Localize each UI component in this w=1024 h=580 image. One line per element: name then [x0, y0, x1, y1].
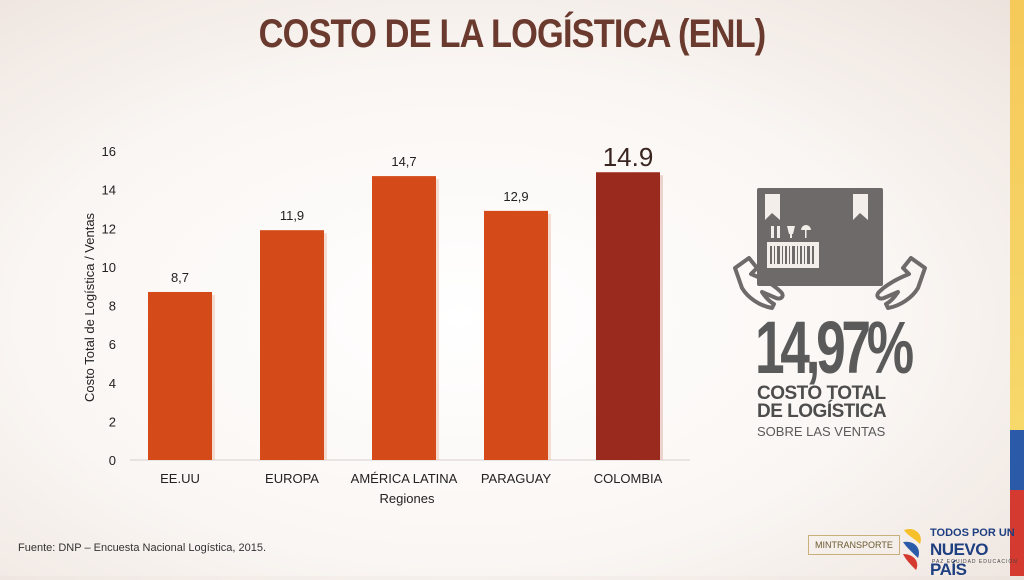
infographic-line-1: COSTO TOTAL — [757, 383, 886, 404]
bar — [148, 291, 212, 460]
infographic-line-2: DE LOGÍSTICA — [757, 401, 887, 422]
data-label: 12,9 — [503, 189, 528, 204]
brand-stripe-yellow — [1010, 0, 1024, 430]
data-label: 11,9 — [280, 208, 304, 223]
data-label: 8,7 — [171, 270, 189, 285]
bar — [596, 172, 660, 460]
bar — [372, 176, 436, 460]
y-tick-label: 6 — [109, 337, 116, 352]
y-tick-label: 12 — [102, 221, 116, 236]
y-tick-label: 8 — [109, 299, 116, 314]
source-note: Fuente: DNP – Encuesta Nacional Logístic… — [18, 542, 267, 554]
y-tick-label: 10 — [102, 260, 116, 275]
brand-stripe-red — [1010, 490, 1024, 576]
data-label: 14,7 — [391, 154, 416, 169]
bar — [484, 210, 548, 460]
data-label: 14.9 — [603, 142, 654, 172]
total-cost-percent: 14,97% — [755, 306, 914, 389]
ministry-logo: MINTRANSPORTE — [808, 535, 900, 555]
y-tick-label: 16 — [102, 144, 116, 159]
y-tick-label: 14 — [102, 183, 116, 198]
y-axis-label: Costo Total de Logística / Ventas — [82, 212, 97, 402]
brand-stripe-blue — [1010, 430, 1024, 490]
x-tick-label: COLOMBIA — [594, 471, 663, 486]
box-in-hands-icon — [733, 188, 927, 310]
x-tick-label: EE.UU — [160, 471, 200, 486]
slogan-top: TODOS POR UN — [930, 527, 1015, 539]
bar-chart: 0 2 4 6 8 10 12 14 16 Costo Total de Logística / … — [82, 142, 690, 506]
x-tick-label: AMÉRICA LATINA — [351, 471, 458, 486]
y-tick-label: 2 — [109, 414, 116, 429]
x-tick-label: EUROPA — [265, 471, 319, 486]
bar — [260, 230, 324, 460]
x-axis-label: Regiones — [380, 491, 435, 506]
infographic-line-3: SOBRE LAS VENTAS — [757, 424, 886, 439]
flag-swoosh-icon — [903, 528, 921, 570]
slogan-sub: PAZ EQUIDAD EDUCACIÓN — [932, 559, 1018, 565]
page-title: COSTO DE LA LOGÍSTICA (ENL) — [258, 12, 767, 56]
slogan-main: NUEVO PAÍS — [930, 540, 988, 579]
y-tick-label: 0 — [109, 453, 116, 468]
x-tick-label: PARAGUAY — [481, 471, 552, 486]
y-tick-label: 4 — [109, 376, 116, 391]
